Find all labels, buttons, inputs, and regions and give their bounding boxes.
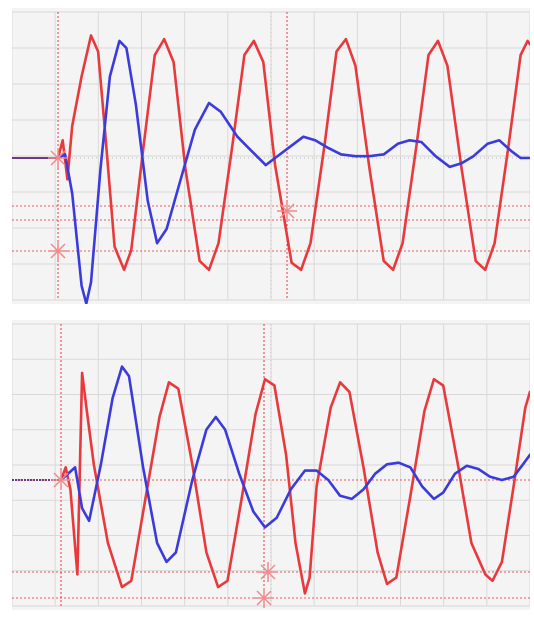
markers-bottom xyxy=(51,470,278,608)
grid-top xyxy=(12,11,530,301)
series-line-blue xyxy=(59,365,530,564)
cursor-marker xyxy=(277,201,297,221)
cursor-marker xyxy=(51,470,71,490)
cursor-marker xyxy=(258,562,278,582)
waveform-plot-bottom xyxy=(12,323,530,608)
cursor-marker xyxy=(48,241,68,261)
cursors-bottom xyxy=(12,324,530,606)
cursor-marker xyxy=(48,148,68,168)
cursor-marker xyxy=(254,588,274,608)
oscilloscope-panel-bottom xyxy=(12,320,530,610)
series-line-blue xyxy=(56,39,530,304)
series-line-red xyxy=(56,34,530,272)
grid-bottom xyxy=(12,323,530,607)
waveform-plot-top xyxy=(12,11,530,304)
oscilloscope-panel-top xyxy=(12,8,530,304)
series-line-red xyxy=(59,371,530,595)
markers-top xyxy=(48,148,297,261)
